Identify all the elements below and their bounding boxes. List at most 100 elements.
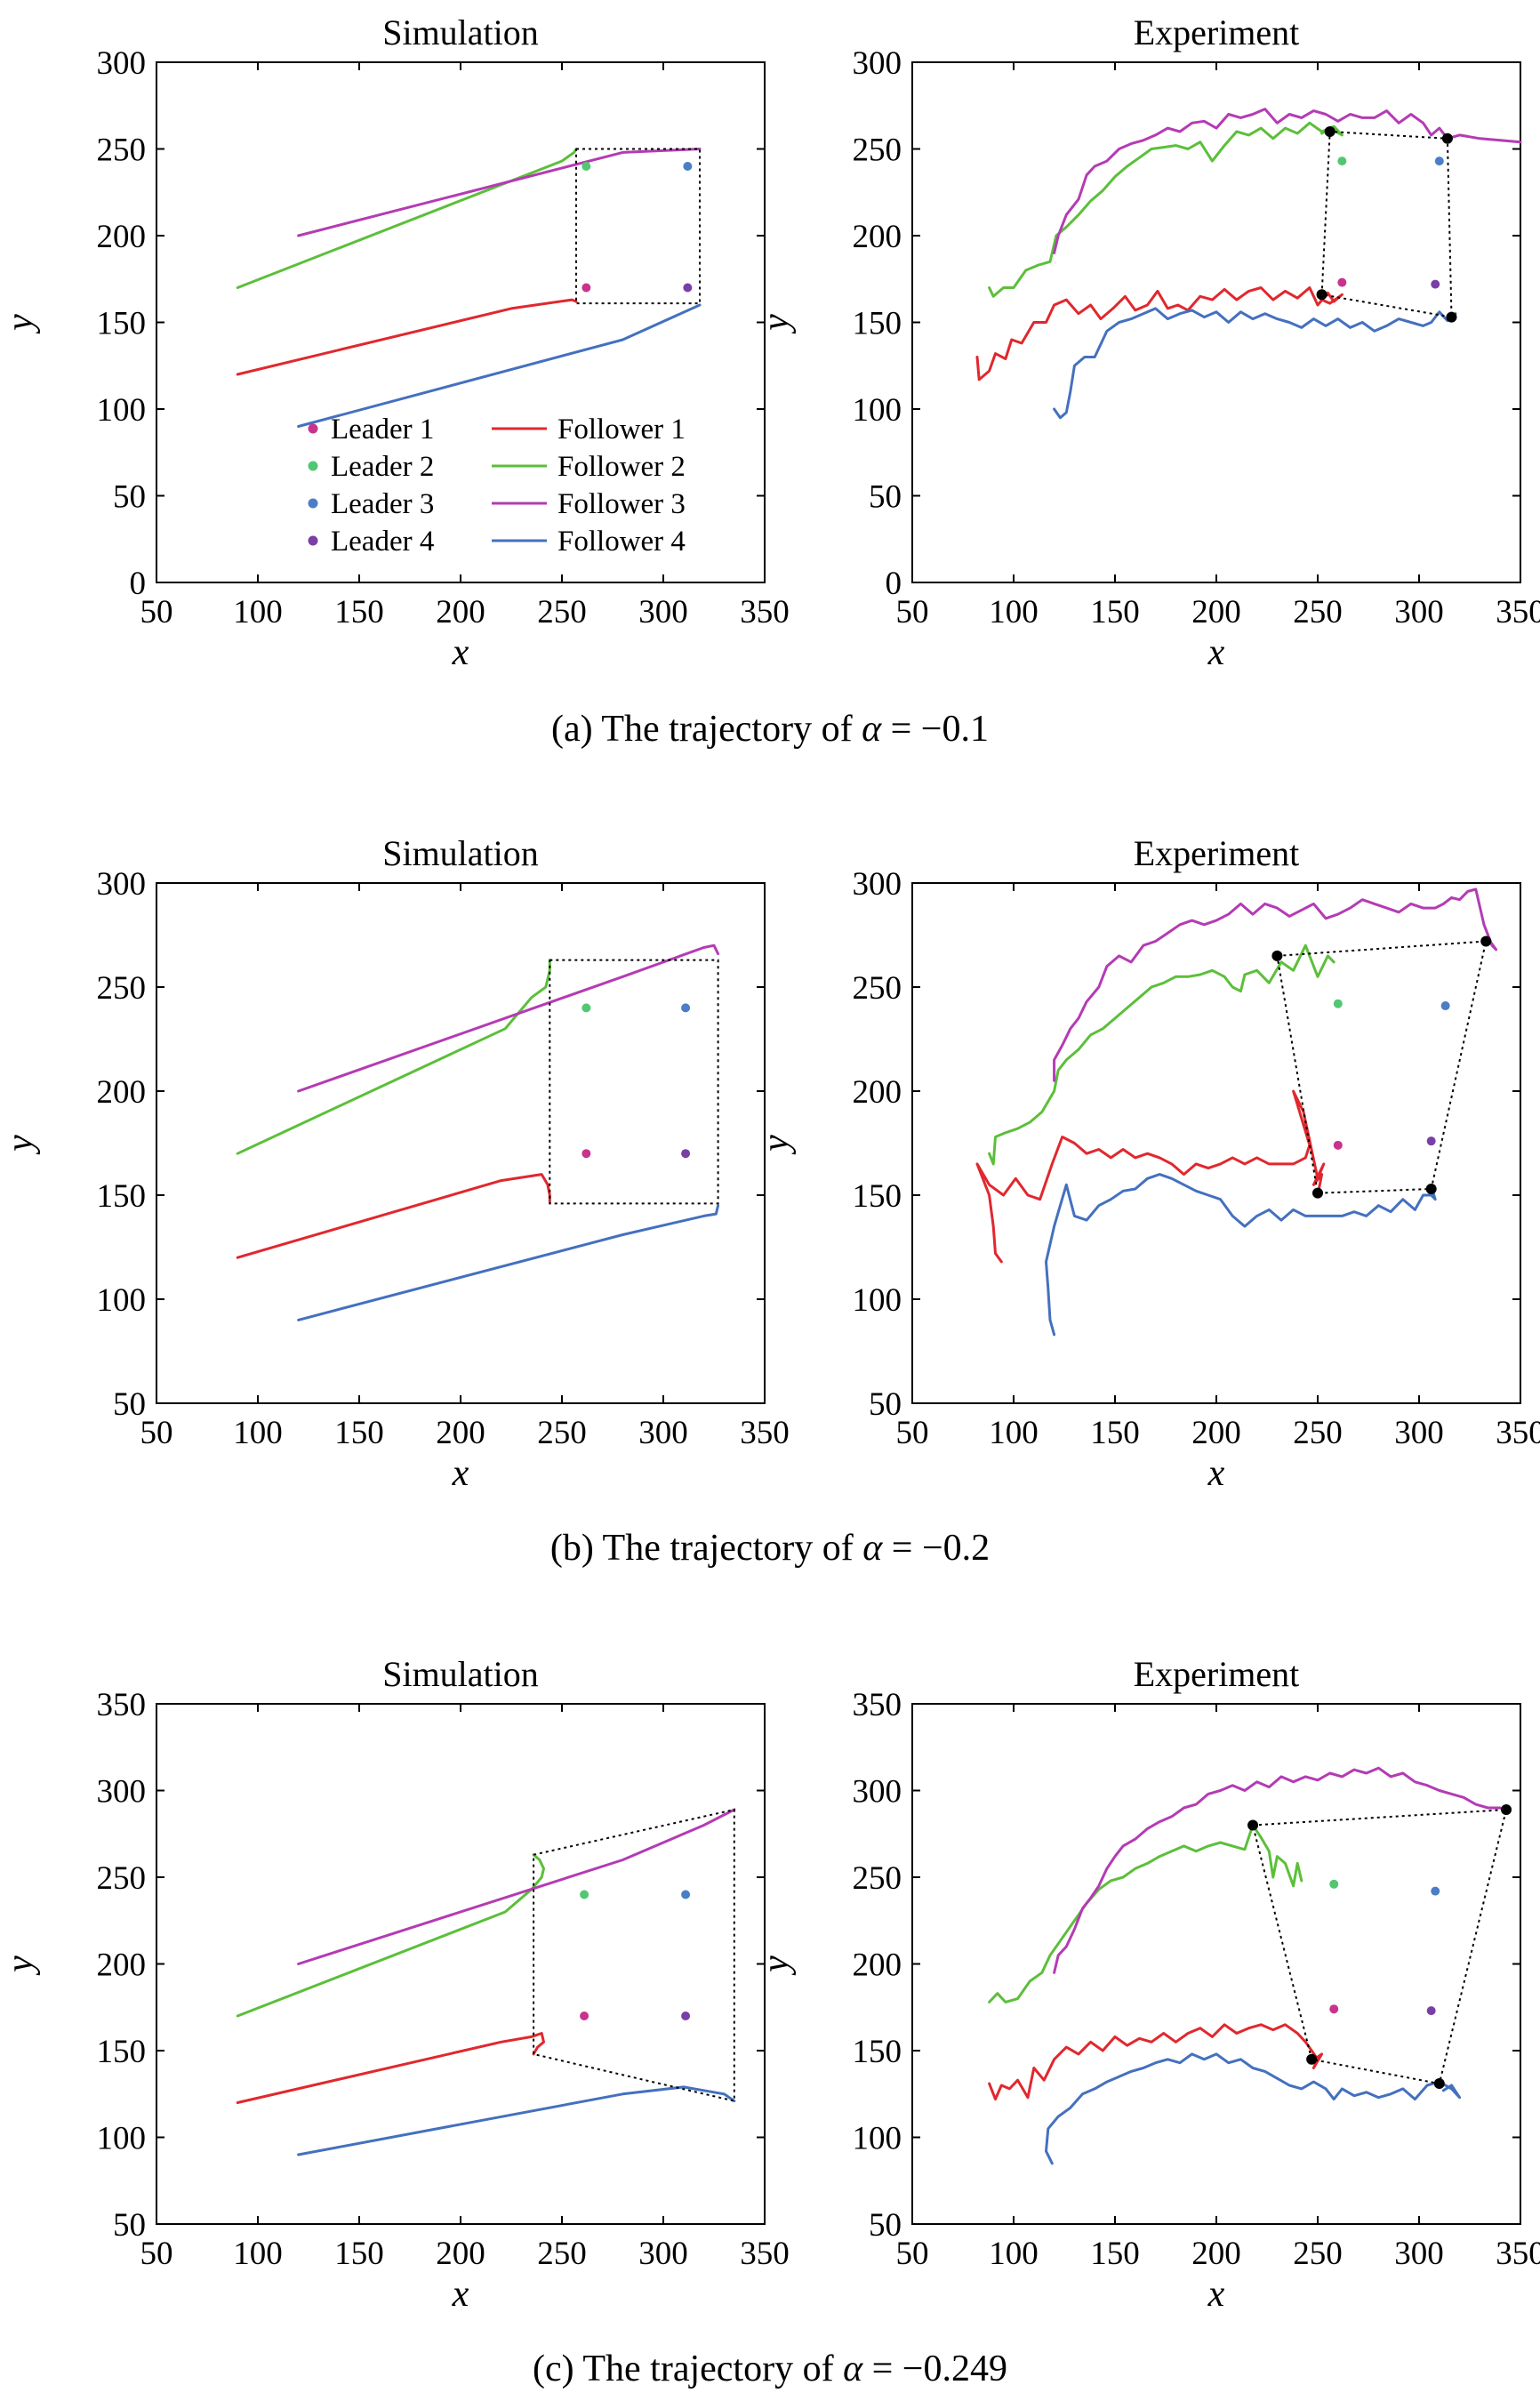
x-tick-label: 300 — [1394, 1415, 1444, 1451]
y-tick-label: 50 — [869, 2207, 902, 2244]
leader-point-3 — [681, 1890, 691, 1899]
x-tick-label: 50 — [140, 2236, 173, 2272]
x-tick-label: 300 — [1394, 594, 1444, 630]
x-tick-label: 300 — [1394, 2236, 1444, 2272]
plot-title: Experiment — [1134, 833, 1300, 873]
formation-vertex-marker — [1433, 2078, 1445, 2090]
x-tick-label: 300 — [638, 594, 688, 630]
y-tick-label: 250 — [853, 1860, 902, 1897]
series-follower-2 — [236, 959, 551, 1155]
y-axis-label: y — [756, 1955, 797, 1976]
x-tick-label: 100 — [989, 1415, 1039, 1451]
leader-point-1 — [582, 283, 591, 293]
x-tick-label: 150 — [1090, 1415, 1140, 1451]
series-follower-2 — [988, 944, 1335, 1166]
y-tick-label: 300 — [853, 45, 902, 82]
x-tick-label: 150 — [334, 1415, 384, 1451]
x-tick-label: 350 — [740, 2236, 790, 2272]
legend-label-leader-2: Leader 2 — [331, 451, 434, 483]
x-tick-label: 150 — [334, 594, 384, 630]
formation-vertex-marker — [1312, 1187, 1323, 1199]
leader-point-2 — [1337, 157, 1347, 166]
y-tick-label: 250 — [97, 970, 147, 1007]
y-tick-label: 200 — [853, 219, 902, 255]
x-tick-label: 350 — [1496, 2236, 1540, 2272]
legend-label-follower-3: Follower 3 — [557, 488, 686, 520]
x-axis-label: x — [452, 1453, 469, 1494]
leader-point-3 — [1440, 1001, 1450, 1011]
legend-label-follower-4: Follower 4 — [557, 526, 686, 558]
formation-vertex-marker — [1247, 1819, 1259, 1831]
y-axis-label: y — [0, 1135, 41, 1155]
leader-point-1 — [1333, 1140, 1343, 1150]
y-tick-label: 300 — [97, 45, 147, 82]
y-tick-label: 350 — [853, 1687, 902, 1723]
caption-a: (a) The trajectory of α = −0.1 — [551, 709, 989, 750]
formation-outline — [1252, 1808, 1508, 2085]
x-tick-label: 250 — [537, 1415, 587, 1451]
series-follower-1 — [975, 286, 1343, 381]
y-tick-label: 0 — [886, 566, 902, 602]
y-tick-label: 100 — [97, 1282, 147, 1319]
x-tick-label: 100 — [233, 594, 283, 630]
plot-title: Experiment — [1134, 12, 1300, 52]
legend: Leader 1 Leader 2 Leader 3 Leader 4 Follower… — [308, 414, 686, 558]
x-tick-label: 200 — [436, 2236, 485, 2272]
y-tick-label: 350 — [97, 1687, 147, 1723]
caption-b: (b) The trajectory of α = −0.2 — [550, 1528, 990, 1569]
series-follower-2 — [236, 1853, 545, 2018]
formation-outline — [549, 959, 719, 1205]
formation-outline — [575, 148, 701, 305]
x-axis-label: x — [452, 2274, 469, 2315]
legend-label-follower-2: Follower 2 — [557, 451, 686, 483]
formation-vertex-marker — [1446, 311, 1457, 323]
legend-marker-leader-2 — [308, 461, 318, 471]
x-tick-label: 50 — [140, 594, 173, 630]
y-axis-label: y — [0, 1955, 41, 1976]
x-tick-label: 200 — [1191, 1415, 1241, 1451]
y-tick-label: 250 — [97, 1860, 147, 1897]
legend-label-leader-1: Leader 1 — [331, 414, 434, 446]
y-axis-label: y — [0, 314, 41, 334]
formation-outline — [533, 1808, 735, 2102]
y-tick-label: 100 — [853, 392, 902, 429]
x-tick-label: 250 — [537, 2236, 587, 2272]
formation-vertex-marker — [1425, 1183, 1437, 1194]
x-tick-label: 50 — [896, 594, 929, 630]
x-tick-label: 250 — [537, 594, 587, 630]
x-tick-label: 250 — [1293, 594, 1343, 630]
y-tick-label: 50 — [869, 479, 902, 516]
series-follower-4 — [1045, 2052, 1462, 2165]
series-follower-1 — [988, 2023, 1324, 2101]
series-follower-1 — [236, 298, 578, 376]
legend-marker-leader-4 — [308, 535, 318, 546]
plot-title: Simulation — [382, 12, 539, 52]
series-follower-3 — [297, 944, 720, 1093]
leader-point-2 — [582, 1003, 591, 1013]
series-follower-3 — [1053, 1766, 1510, 1974]
series-follower-1 — [975, 1089, 1326, 1264]
leader-point-2 — [582, 162, 591, 171]
x-tick-label: 50 — [140, 1415, 173, 1451]
y-tick-label: 50 — [113, 1386, 146, 1423]
formation-vertex-marker — [1441, 132, 1453, 144]
series-follower-1 — [236, 1173, 551, 1259]
leader-point-4 — [681, 2012, 691, 2020]
leader-point-3 — [1434, 157, 1444, 166]
leader-point-3 — [1431, 1886, 1440, 1896]
formation-vertex-marker — [1480, 936, 1492, 947]
axes-frame — [911, 1703, 1521, 2225]
chart-c-experiment: Experiment 50 100 150 200 250 300 350 50 100 150 20… — [756, 1654, 1540, 2315]
x-tick-label: 200 — [436, 594, 485, 630]
y-axis-label: y — [756, 1135, 797, 1155]
x-tick-label: 150 — [1090, 594, 1140, 630]
y-axis-label: y — [756, 314, 797, 334]
series-follower-1 — [236, 2032, 545, 2104]
y-tick-label: 200 — [853, 1947, 902, 1984]
formation-vertex-marker — [1324, 126, 1335, 137]
y-tick-label: 200 — [97, 1074, 147, 1111]
leader-point-2 — [1333, 999, 1343, 1008]
x-tick-label: 250 — [1293, 1415, 1343, 1451]
